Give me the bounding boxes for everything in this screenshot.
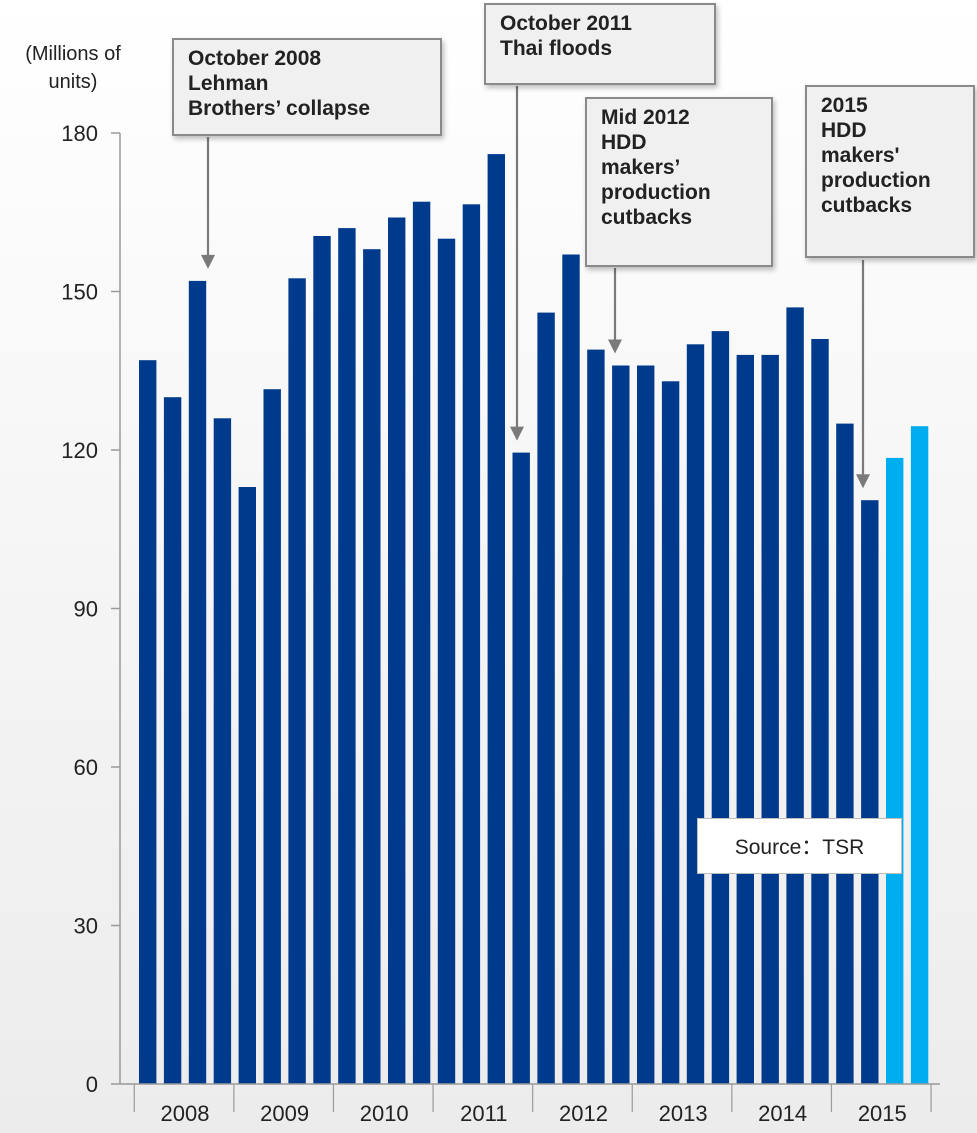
x-year-label: 2013: [659, 1101, 708, 1126]
bar: [786, 307, 804, 1084]
annotation-arrow-head: [510, 426, 524, 441]
bar: [736, 354, 754, 1084]
bar: [139, 360, 157, 1084]
annotation-mid-2012: Mid 2012 HDD makers’ production cutbacks: [585, 97, 773, 267]
bar: [661, 381, 680, 1084]
bar: [562, 254, 580, 1084]
bar: [836, 423, 854, 1085]
x-year-label: 2011: [460, 1101, 507, 1126]
bar: [288, 278, 306, 1084]
annotation-lehman: October 2008 Lehman Brothers’ collapse: [172, 38, 442, 136]
y-axis-unit-label: (Millions of units): [25, 43, 121, 93]
x-year-label: 2008: [161, 1101, 210, 1126]
y-tick-label: 90: [74, 597, 98, 622]
bar: [811, 339, 829, 1084]
annotation-2015: 2015 HDD makers' production cutbacks: [805, 85, 975, 258]
bar: [487, 154, 505, 1085]
bar: [437, 238, 456, 1084]
bar: [363, 249, 381, 1084]
bar: [761, 354, 779, 1084]
bar: [711, 331, 730, 1085]
annotation-arrow-head: [856, 474, 870, 489]
annotation-thai-floods: October 2011 Thai floods: [484, 3, 716, 85]
bar: [512, 452, 530, 1085]
bar: [886, 457, 904, 1084]
axes-group: 0 30 60 90 120 150 180 2008 2009 2010 2011 2012 2013…: [61, 121, 940, 1126]
y-tick-label: 150: [61, 280, 98, 305]
bar: [188, 280, 207, 1084]
bar: [637, 365, 655, 1084]
bar: [338, 228, 356, 1085]
x-year-label: 2014: [758, 1101, 807, 1126]
bar: [861, 500, 879, 1084]
y-tick-label: 30: [74, 914, 98, 939]
y-tick-label: 120: [61, 438, 98, 463]
bar: [213, 418, 232, 1084]
annotation-arrow-head: [201, 254, 215, 269]
bar: [412, 201, 431, 1084]
bars-group: [139, 154, 929, 1085]
annotation-arrow-head: [608, 339, 622, 354]
x-year-label: 2012: [559, 1101, 608, 1126]
arrows-group: [201, 86, 870, 489]
bar: [163, 397, 182, 1084]
x-year-label: 2010: [360, 1101, 409, 1126]
bar: [910, 426, 929, 1084]
y-tick-label: 60: [74, 755, 98, 780]
bar: [263, 389, 281, 1084]
bar: [238, 487, 256, 1084]
bar: [612, 365, 630, 1084]
bar: [537, 312, 555, 1085]
x-year-label: 2015: [858, 1101, 907, 1126]
x-year-label: 2009: [260, 1101, 309, 1126]
y-tick-label: 0: [86, 1072, 98, 1097]
bar: [462, 204, 481, 1085]
bar: [313, 236, 331, 1084]
bar: [587, 349, 605, 1085]
source-note: Source：TSR: [697, 818, 902, 874]
y-tick-label: 180: [61, 121, 98, 146]
bar: [686, 344, 705, 1084]
bar: [388, 217, 406, 1084]
